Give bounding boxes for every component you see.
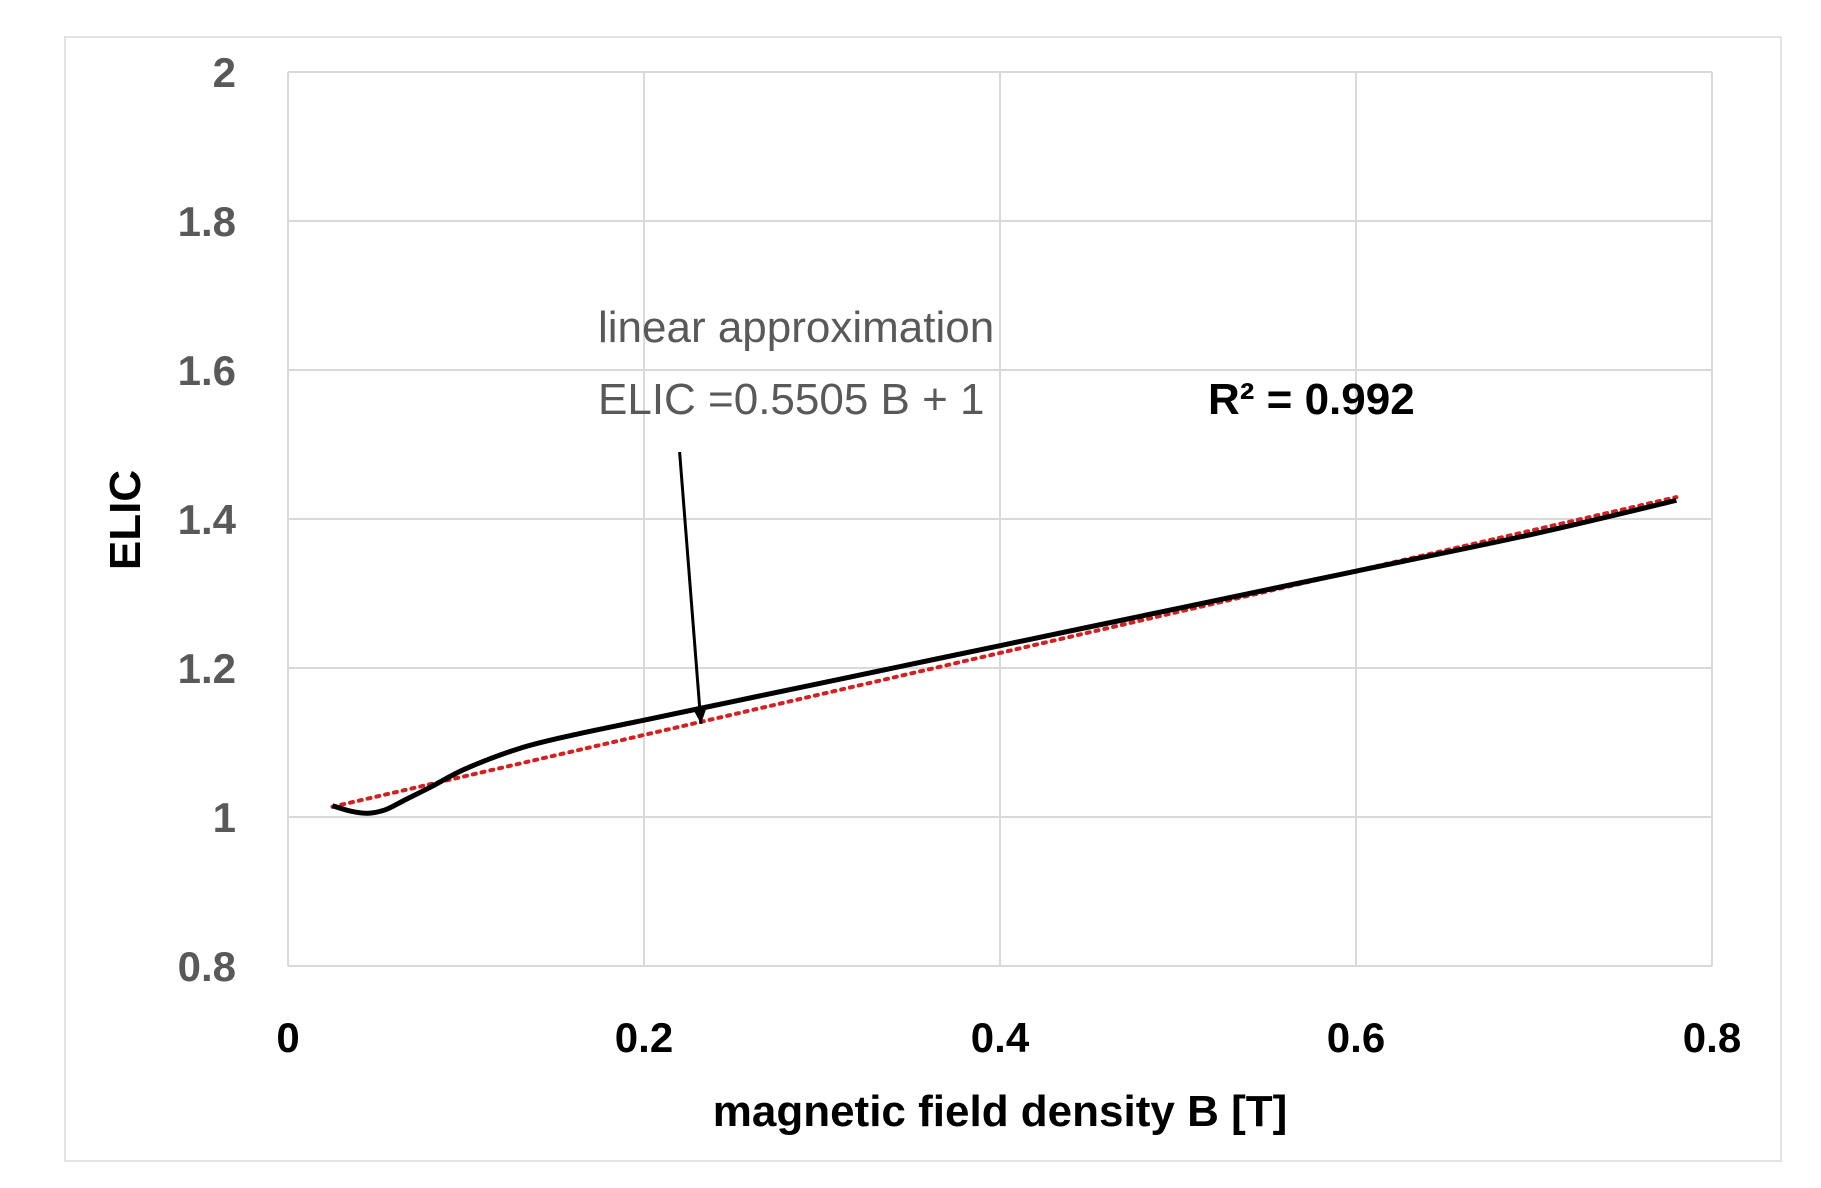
y-tick-label: 1.4 <box>178 496 237 543</box>
y-axis-title: ELIC <box>101 470 150 570</box>
y-tick-label: 0.8 <box>178 943 236 990</box>
y-tick-label: 1.2 <box>178 645 236 692</box>
chart-frame <box>64 36 1782 1162</box>
y-tick-labels: 0.8 1 1.2 1.4 1.6 1.8 2 <box>178 49 237 990</box>
y-tick-label: 1 <box>213 794 236 841</box>
annotation-arrow-line <box>678 451 703 724</box>
x-tick-label: 0.8 <box>1683 1014 1741 1061</box>
x-tick-label: 0 <box>276 1014 299 1061</box>
series-group <box>330 451 1679 816</box>
linear-approximation-line <box>330 495 1679 809</box>
x-axis-title: magnetic field density B [T] <box>713 1087 1288 1136</box>
y-tick-label: 1.8 <box>178 198 236 245</box>
y-tick-label: 1.6 <box>178 347 236 394</box>
fit-label-line1: linear approximation <box>598 303 994 352</box>
x-tick-labels: 0 0.2 0.4 0.6 0.8 <box>276 1014 1741 1061</box>
fit-label-line2: ELIC =0.5505 B + 1 <box>598 375 985 424</box>
x-tick-label: 0.6 <box>1327 1014 1385 1061</box>
y-tick-label: 2 <box>213 49 236 96</box>
elic-curve <box>331 497 1677 816</box>
x-tick-label: 0.4 <box>971 1014 1030 1061</box>
r-squared-label: R² = 0.992 <box>1208 375 1415 424</box>
gridlines <box>287 71 1713 967</box>
annotation-arrowhead <box>692 707 707 724</box>
x-tick-label: 0.2 <box>615 1014 673 1061</box>
